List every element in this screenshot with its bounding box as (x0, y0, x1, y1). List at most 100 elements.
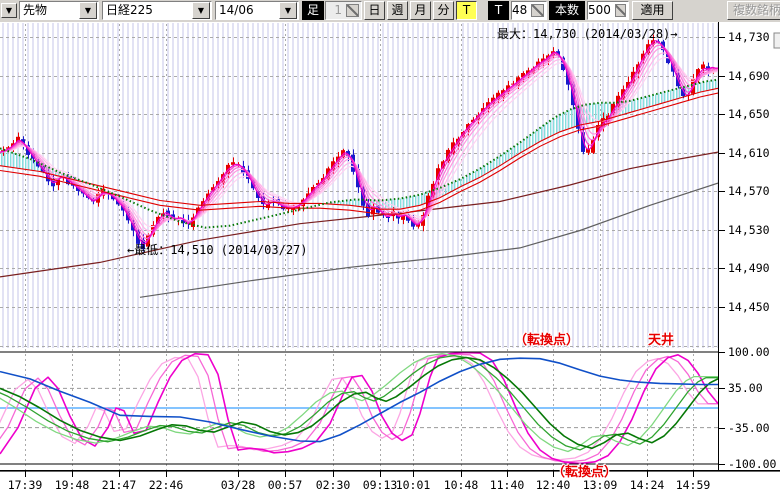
maroon-long-ma (0, 151, 718, 278)
axis-labels: 14,730 14,690 14,650 14,610 14,570 14,530 14,4… (8, 30, 777, 492)
candle (611, 103, 615, 114)
osc-series-rci-mid (0, 356, 718, 450)
candle (191, 217, 195, 228)
candle (281, 205, 285, 210)
contract-month-value: 14/06 (219, 3, 254, 17)
price-axis-label: 14,650 (728, 107, 770, 121)
tick-count-spinner[interactable]: 48 (511, 1, 547, 20)
period-week-button[interactable]: 週 (387, 1, 408, 20)
candle (131, 222, 135, 231)
candle (111, 195, 115, 200)
price-axis-label: 14,570 (728, 184, 770, 198)
oscillator-pane (0, 351, 718, 465)
bar-count-label: 本数 (549, 1, 585, 20)
price-axis-label: 14,450 (728, 300, 770, 314)
max-price-annotation: 最大：14,730 (2014/03/28)→ (497, 27, 678, 41)
candle (641, 53, 645, 61)
candle (136, 230, 140, 244)
period-month-button[interactable]: 月 (410, 1, 431, 20)
time-axis-label: 22:46 (149, 478, 184, 492)
candle (91, 198, 95, 202)
price-pane (0, 23, 718, 348)
candle (6, 147, 10, 149)
time-axis-label: 19:48 (55, 478, 90, 492)
period-tick-button[interactable]: T (456, 1, 477, 20)
candle (211, 187, 215, 191)
candle (371, 206, 375, 215)
red-band-lower (0, 92, 718, 215)
candle (361, 187, 365, 206)
period-day-button[interactable]: 日 (364, 1, 385, 20)
time-axis-label: 14:59 (676, 478, 711, 492)
time-axis-label: 21:47 (102, 478, 137, 492)
candle (581, 132, 585, 152)
osc-series-rci-mid-2 (0, 354, 718, 451)
bar-count-value: 500 (588, 3, 611, 17)
candle (616, 95, 620, 107)
turning-point-upper-annotation: （転換点） (514, 333, 580, 348)
bar-type-label: 足 (302, 1, 324, 20)
osc-axis-label: -100.00 (728, 457, 777, 471)
candle (26, 145, 30, 155)
time-axis-label: 02:30 (316, 478, 351, 492)
time-axis-label: 11:40 (490, 478, 525, 492)
osc-axis-label: 35.00 (728, 381, 763, 395)
candle (601, 118, 605, 128)
candle (101, 188, 105, 196)
chevron-down-icon[interactable]: ▼ (192, 2, 210, 19)
osc-axis-label: 100.00 (728, 345, 770, 359)
candle (446, 149, 450, 162)
vertical-gridlines (25, 24, 694, 470)
candle (586, 148, 590, 153)
osc-series-rci-short (0, 351, 718, 465)
time-axis-label: 12:40 (536, 478, 571, 492)
candle (551, 51, 555, 57)
candle (316, 183, 320, 186)
candle (436, 168, 440, 181)
ceiling-annotation: 天井 (648, 333, 675, 348)
toolbar: ▼ 先物 ▼ 日経225 ▼ 14/06 ▼ 足 1 日 週 月 分 T T 4… (0, 0, 780, 22)
candle (596, 125, 600, 138)
panel-fragment (773, 32, 780, 49)
instrument-type-combo[interactable]: 先物 ▼ (19, 1, 99, 20)
spinner-icon[interactable] (614, 4, 626, 17)
candle (701, 64, 705, 69)
chevron-down-icon[interactable]: ▼ (79, 2, 97, 19)
instrument-type-value: 先物 (23, 3, 48, 17)
price-axis-label: 14,610 (728, 146, 770, 160)
candle (521, 73, 525, 78)
candle (56, 179, 60, 186)
candle (591, 139, 595, 153)
instrument-combo[interactable]: 日経225 ▼ (102, 1, 212, 20)
candle (481, 108, 485, 112)
osc-series-rci-short-2 (0, 353, 718, 463)
tick-count-value: 48 (512, 3, 528, 17)
candle (386, 216, 390, 218)
gray-long-ma (139, 182, 718, 298)
candle (76, 186, 80, 191)
time-axis-label: 10:01 (396, 478, 431, 492)
instrument-value: 日経225 (106, 3, 153, 17)
time-axis-label: 14:24 (630, 478, 665, 492)
time-axis (0, 470, 780, 472)
candle (511, 83, 515, 85)
candle (366, 203, 370, 217)
apply-button[interactable]: 適用 (632, 1, 673, 20)
window-combo-arrow[interactable]: ▼ (1, 3, 17, 18)
candle (331, 161, 335, 170)
candle (41, 165, 45, 172)
bar-count-spinner[interactable]: 500 (587, 1, 629, 20)
period-minute-button[interactable]: 分 (433, 1, 454, 20)
chevron-down-icon[interactable]: ▼ (279, 2, 297, 19)
osc-axis-label: -35.00 (728, 421, 770, 435)
contract-month-combo[interactable]: 14/06 ▼ (215, 1, 299, 20)
multi-symbol-button: 複数銘柄 (727, 1, 780, 20)
candle (496, 92, 500, 100)
candle (626, 82, 630, 88)
candle (696, 69, 700, 81)
spinner-icon[interactable] (531, 4, 544, 17)
time-axis-label: 03/28 (221, 478, 256, 492)
time-axis-label: 13:09 (583, 478, 618, 492)
